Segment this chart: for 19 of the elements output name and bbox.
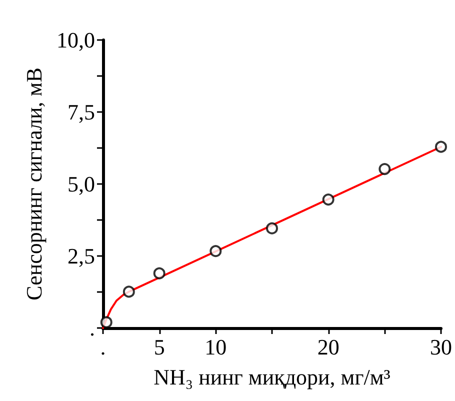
- point: [378, 163, 391, 176]
- point: [210, 245, 222, 258]
- point: [153, 267, 166, 280]
- y-tick-label: 10,0: [56, 28, 95, 52]
- y-tick-label: 5,0: [68, 172, 95, 196]
- y-tick-label: 7,5: [68, 100, 95, 124]
- y-axis-title: Сенсорнинг сигнали, мВ: [22, 68, 46, 300]
- point: [435, 140, 447, 153]
- x-tick-label: 5: [154, 334, 165, 360]
- x-tick-label: 20: [317, 334, 340, 360]
- point: [266, 222, 278, 234]
- point: [100, 316, 112, 328]
- x-axis-title: NH₃ нинг миқдори, мг/м³: [154, 364, 391, 390]
- x-tick-label: 10: [204, 334, 227, 360]
- point: [122, 286, 135, 298]
- y-tick-label: .: [90, 316, 95, 340]
- point: [322, 194, 334, 206]
- x-tick-label: 30: [430, 334, 452, 360]
- y-tick-label: 2,5: [68, 244, 95, 268]
